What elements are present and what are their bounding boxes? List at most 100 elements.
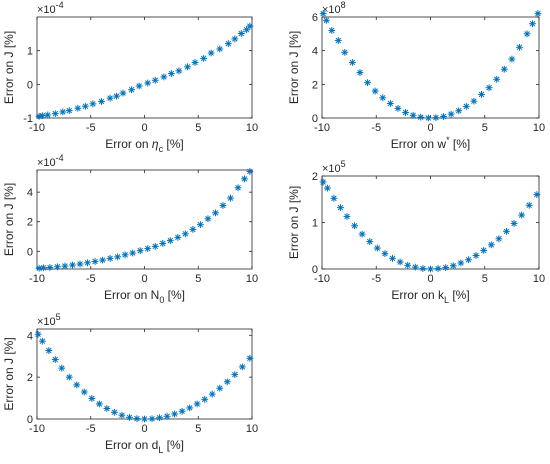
data-point-asterisk — [364, 79, 371, 87]
x-tick-label: 10 — [533, 122, 545, 134]
data-point-asterisk — [61, 262, 69, 270]
data-point-asterisk — [106, 254, 114, 262]
data-point-asterisk — [472, 252, 480, 259]
data-point-asterisk — [465, 256, 472, 264]
data-point-asterisk — [91, 258, 99, 265]
x-tick-label: 5 — [195, 122, 201, 134]
y-tick-label: 1 — [312, 218, 318, 230]
x-tick-label: -10 — [314, 273, 330, 285]
x-axis-label: Error on w* [%] — [391, 135, 471, 151]
x-tick-label: 5 — [195, 273, 201, 285]
x-tick-label: 10 — [246, 122, 258, 134]
y-tick-label: 0 — [27, 246, 33, 258]
x-axis-label-subscript: L — [444, 295, 449, 305]
data-point-asterisk — [65, 107, 73, 114]
y-exponent-base: ×10 — [37, 316, 56, 328]
x-tick-label: 5 — [195, 423, 201, 435]
data-point-asterisk — [381, 250, 389, 258]
data-point-asterisk — [69, 261, 76, 269]
data-point-asterisk — [73, 381, 81, 389]
y-tick-label: 4 — [312, 46, 318, 58]
y-exponent-power: -4 — [56, 0, 64, 10]
data-point-asterisk — [371, 87, 379, 95]
x-tick-label: 10 — [246, 273, 258, 285]
y-tick-label: 4 — [27, 330, 33, 342]
data-point-asterisk — [118, 411, 126, 419]
data-point-asterisk — [151, 242, 159, 250]
data-point-asterisk — [330, 194, 338, 202]
y-axis-label: Error on J [%] — [2, 31, 16, 104]
x-tick-label: -10 — [314, 122, 330, 134]
data-point-asterisk — [343, 213, 351, 220]
data-point-asterisk — [348, 59, 356, 66]
data-point-asterisk — [238, 363, 246, 371]
data-point-asterisk — [424, 114, 432, 122]
data-point-asterisk — [54, 263, 61, 271]
data-point-asterisk — [133, 415, 141, 422]
data-point-asterisk — [163, 412, 171, 420]
data-point-asterisk — [434, 265, 442, 272]
data-point-asterisk — [171, 410, 178, 418]
y-exponent-power: 5 — [56, 312, 61, 322]
x-axis-label-main: Error on — [105, 137, 152, 151]
x-axis-label-tail: [%] — [164, 288, 185, 302]
data-point-asterisk — [207, 49, 215, 57]
data-point-asterisk — [216, 384, 224, 392]
data-point-asterisk — [159, 240, 167, 247]
x-axis-label-subscript: L — [158, 445, 163, 455]
data-point-asterisk — [231, 35, 239, 43]
data-point-asterisk — [51, 356, 59, 363]
data-point-asterisk — [76, 260, 84, 268]
data-point-asterisk — [181, 230, 189, 238]
x-axis-label: Error on dL [%] — [105, 438, 184, 455]
x-axis-label: Error on N0 [%] — [104, 288, 185, 305]
data-point-asterisk — [341, 48, 349, 56]
data-point-asterisk — [74, 104, 82, 112]
data-point-asterisk — [216, 45, 224, 53]
data-point-asterisk — [135, 82, 143, 90]
y-tick-label: 6 — [312, 12, 318, 24]
x-axis-label-symbol: η — [152, 137, 159, 151]
data-point-asterisk — [204, 215, 212, 223]
data-point-asterisk — [58, 364, 66, 372]
data-point-asterisk — [319, 10, 327, 18]
subplot-2: -10 -5 0 5 10 0 2 4 6 ×108 Error on J [%] Error on … — [287, 0, 545, 151]
data-point-asterisk — [319, 178, 327, 186]
y-tick-label: 2 — [312, 79, 318, 91]
data-point-asterisk — [99, 256, 106, 264]
data-point-asterisk — [44, 111, 52, 119]
data-point-asterisk — [237, 30, 245, 37]
subplot-3: -10 -5 0 5 10 0 2 4 ×10-4 Error on J [%] Error on … — [2, 153, 258, 305]
data-point-asterisk — [148, 415, 156, 423]
data-point-asterisk — [178, 407, 186, 415]
x-tick-label: -5 — [86, 122, 96, 134]
data-point-asterisk — [175, 67, 183, 75]
y-axis-label: Error on J [%] — [2, 337, 16, 410]
x-tick-label: -5 — [86, 273, 96, 285]
data-point-asterisk — [106, 94, 114, 102]
plot-area-frame — [36, 16, 253, 119]
data-point-asterisk — [447, 110, 455, 118]
y-exponent-base: ×10 — [322, 163, 341, 175]
data-point-asterisk — [373, 244, 381, 252]
y-exponent-power: -4 — [56, 153, 64, 163]
x-tick-label: 0 — [141, 273, 147, 285]
data-point-asterisk — [103, 405, 111, 412]
x-tick-label: -10 — [29, 122, 45, 134]
data-point-asterisk — [366, 238, 374, 245]
data-point-asterisk — [510, 220, 518, 227]
x-tick-label: -10 — [29, 423, 45, 435]
data-point-asterisk — [45, 347, 53, 354]
data-point-asterisk — [462, 102, 470, 110]
data-point-asterisk — [419, 265, 427, 272]
data-point-asterisk — [160, 73, 168, 81]
y-exponent-label: ×105 — [37, 312, 61, 328]
data-point-asterisk — [98, 98, 105, 105]
y-axis-label: Error on J [%] — [2, 183, 16, 256]
data-point-asterisk — [495, 235, 503, 243]
data-point-asterisk — [184, 63, 191, 71]
data-point-asterisk — [246, 168, 254, 175]
data-point-asterisk — [114, 253, 122, 261]
